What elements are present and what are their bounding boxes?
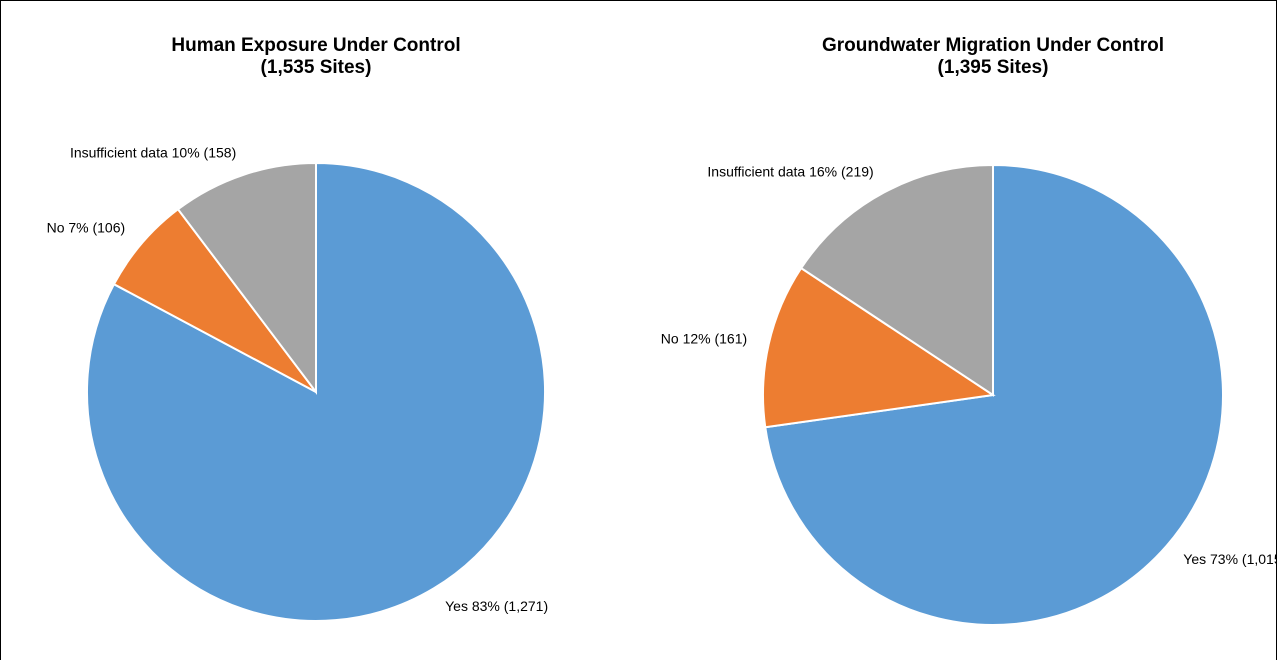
chart-title: Groundwater Migration Under Control	[822, 35, 1164, 56]
data-label: No 12% (161)	[661, 330, 747, 346]
pie-slice	[762, 266, 996, 429]
chart-subtitle: (1,395 Sites)	[938, 57, 1049, 78]
chart-title: Human Exposure Under Control	[171, 35, 460, 56]
data-label: Yes 73% (1,015)	[1183, 551, 1277, 567]
data-label: Yes 83% (1,271)	[445, 598, 548, 614]
data-label: Insufficient data 10% (158)	[70, 145, 236, 161]
pie-slice	[86, 161, 546, 622]
data-label: No 7% (106)	[47, 220, 126, 236]
pie-slice	[176, 161, 317, 395]
chart-subtitle: (1,535 Sites)	[261, 57, 372, 78]
data-label: Insufficient data 16% (219)	[707, 164, 873, 180]
pie-slice	[799, 163, 994, 397]
